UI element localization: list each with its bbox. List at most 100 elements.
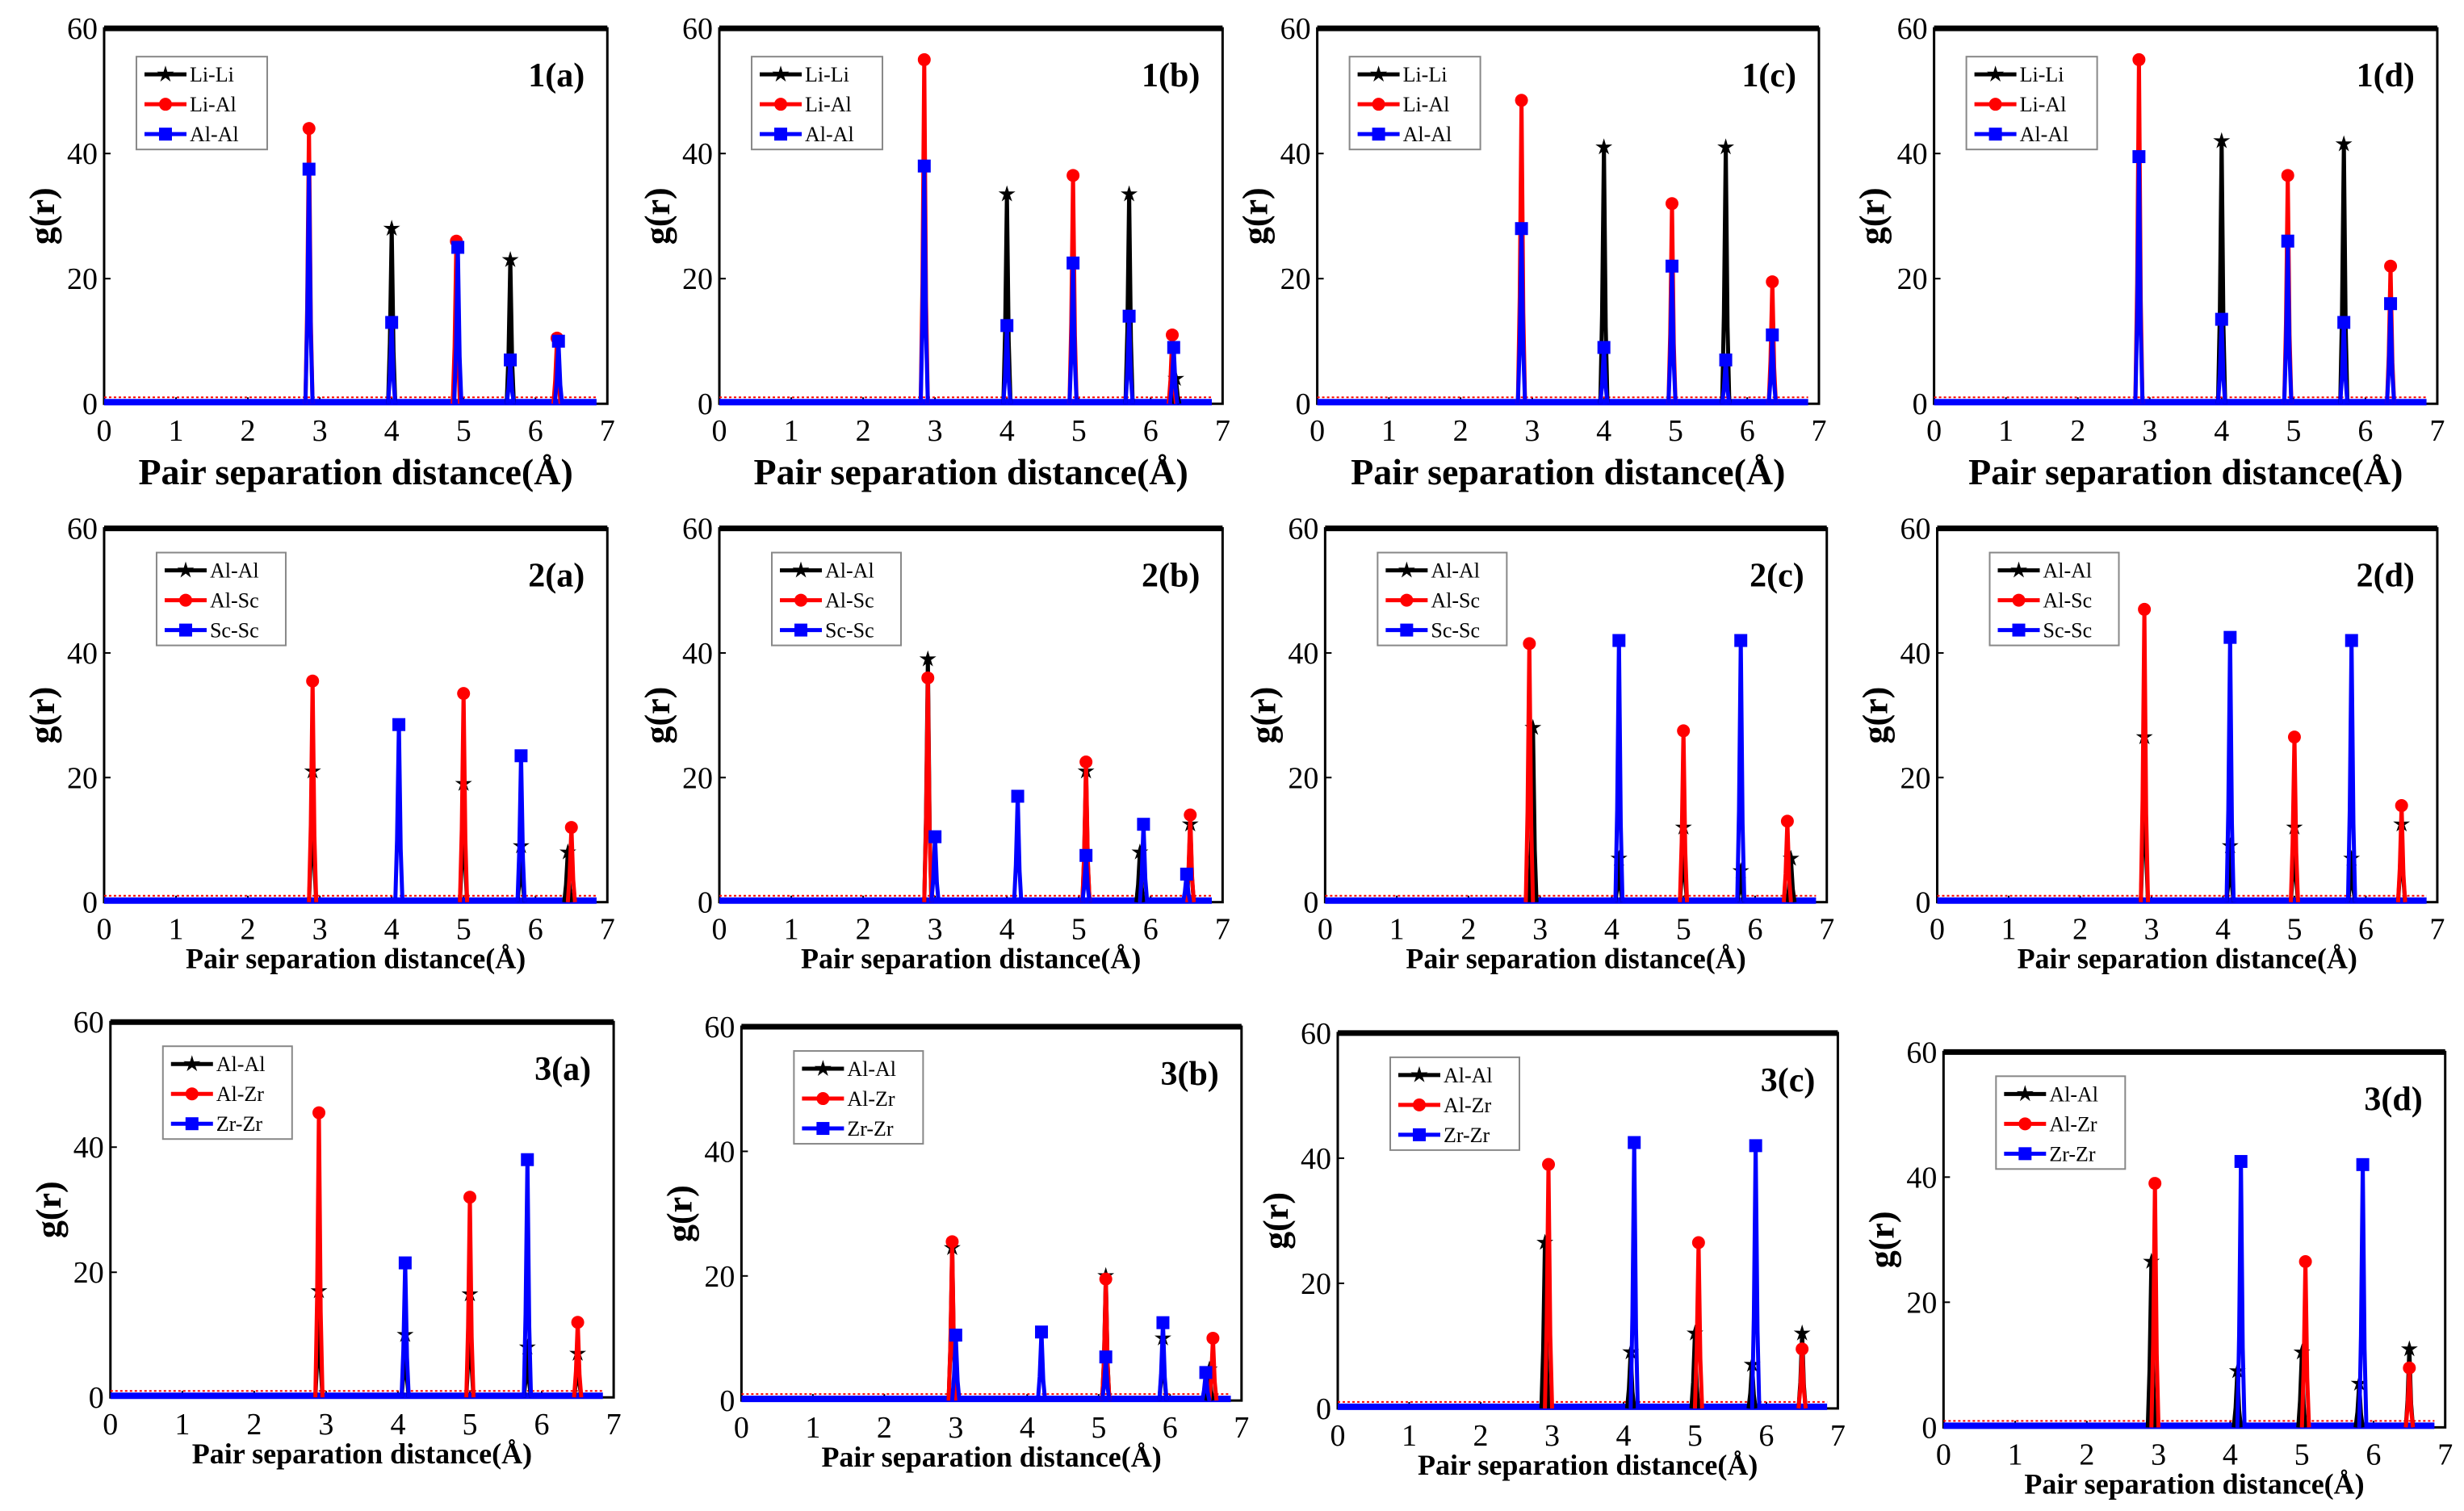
peak-line	[929, 836, 941, 902]
x-tick-label: 1	[169, 913, 184, 947]
x-tick-label: 7	[1215, 414, 1230, 448]
x-tick-label: 1	[169, 414, 184, 448]
y-axis-label: g(r)	[1862, 1211, 1901, 1268]
series-Sc-Sc	[1612, 634, 1748, 902]
x-tick-label: 5	[456, 913, 471, 947]
x-tick-label: 7	[1215, 913, 1230, 947]
x-tick-label: 3	[948, 1411, 963, 1445]
panel-1b: 0 1 2 3 4 5 6 7 0 20 40 60 Pair separation distance(…	[638, 12, 1230, 492]
panel-label: 1(c)	[1741, 57, 1796, 94]
star-marker	[1410, 1065, 1428, 1082]
series-Li-Al	[2132, 52, 2398, 404]
circle-marker	[917, 52, 931, 66]
x-tick-label: 4	[1020, 1411, 1035, 1445]
panel-label: 3(b)	[1160, 1056, 1218, 1093]
circle-marker	[1166, 328, 1180, 341]
legend-label: Al-Al	[2049, 1082, 2098, 1106]
x-tick-label: 4	[2215, 913, 2231, 947]
square-marker	[302, 162, 316, 176]
panel-3c: 0 1 2 3 4 5 6 7 0 20 40 60 Pair separation distance(…	[1256, 1017, 1846, 1481]
legend-label: Zr-Zr	[2049, 1142, 2096, 1166]
panel-1d: 0 1 2 3 4 5 6 7 0 20 40 60 Pair separation distance(…	[1853, 12, 2445, 492]
x-tick-label: 0	[712, 414, 727, 448]
x-tick-label: 4	[2223, 1438, 2238, 1471]
x-tick-label: 5	[2286, 913, 2302, 947]
y-axis-label: g(r)	[638, 187, 677, 245]
x-tick-label: 3	[312, 414, 328, 448]
series-Li-Li	[383, 220, 519, 404]
panel-label: 2(a)	[528, 558, 585, 595]
square-marker	[1035, 1325, 1049, 1339]
x-tick-label: 3	[928, 913, 943, 947]
y-tick-label: 20	[67, 761, 98, 795]
y-tick-label: 0	[1916, 886, 1931, 920]
circle-marker	[1523, 637, 1536, 651]
x-tick-label: 7	[1819, 913, 1834, 947]
x-tick-label: 7	[1234, 1411, 1249, 1445]
square-marker	[385, 316, 399, 329]
star-marker	[998, 185, 1016, 202]
y-tick-label: 20	[73, 1256, 104, 1290]
x-tick-label: 5	[1676, 913, 1691, 947]
star-marker	[559, 843, 576, 860]
star-marker	[814, 1060, 832, 1076]
x-tick-label: 6	[1758, 1419, 1774, 1453]
square-marker	[1372, 128, 1385, 141]
y-axis-label: g(r)	[1853, 187, 1892, 245]
legend: Al-Al Al-Sc Sc-Sc	[771, 551, 903, 647]
star-marker	[1987, 65, 2005, 82]
y-tick-label: 40	[67, 637, 98, 671]
star-marker	[383, 220, 400, 236]
series-Zr-Zr	[398, 1153, 534, 1398]
x-tick-label: 5	[2294, 1438, 2310, 1471]
series-Al-Zr	[2148, 1177, 2416, 1428]
y-tick-label: 60	[704, 1011, 735, 1044]
series-Al-Al	[919, 650, 1199, 902]
y-tick-label: 60	[1906, 1036, 1937, 1069]
y-tick-label: 20	[704, 1260, 735, 1294]
square-marker	[774, 128, 788, 141]
x-axis-label: Pair separation distance(Å)	[1968, 451, 2403, 492]
x-tick-label: 0	[1310, 414, 1325, 448]
legend-label: Al-Al	[847, 1057, 896, 1081]
legend-label: Al-Al	[805, 123, 854, 146]
legend-label: Al-Zr	[847, 1087, 895, 1111]
x-tick-label: 3	[1532, 913, 1548, 947]
square-marker	[928, 830, 942, 843]
y-tick-label: 0	[719, 1384, 735, 1418]
x-tick-label: 4	[999, 913, 1015, 947]
square-marker	[1066, 256, 1080, 270]
x-tick-label: 2	[1453, 414, 1469, 448]
circle-marker	[2132, 52, 2146, 66]
square-marker	[1011, 789, 1025, 803]
square-marker	[521, 1153, 534, 1166]
y-tick-label: 20	[682, 262, 713, 296]
y-tick-label: 20	[1900, 761, 1931, 795]
y-axis-label: g(r)	[1256, 1192, 1296, 1249]
x-tick-label: 0	[1318, 913, 1333, 947]
square-marker	[398, 1256, 412, 1270]
legend-label: Li-Al	[805, 93, 852, 116]
square-marker	[1766, 328, 1779, 341]
circle-marker	[2384, 259, 2398, 273]
star-marker	[1717, 138, 1734, 155]
x-tick-label: 2	[246, 1408, 262, 1442]
x-axis-label: Pair separation distance(Å)	[1418, 1449, 1758, 1481]
y-tick-label: 20	[1906, 1286, 1937, 1320]
x-axis-label: Pair separation distance(Å)	[754, 451, 1188, 492]
x-tick-label: 7	[1811, 414, 1826, 448]
peak-line	[1628, 1142, 1641, 1408]
star-marker	[2343, 849, 2361, 866]
square-marker	[158, 128, 172, 141]
series-Li-Al	[302, 122, 564, 404]
x-tick-label: 4	[384, 913, 400, 947]
y-axis-label: g(r)	[1236, 187, 1276, 245]
circle-marker	[1766, 275, 1779, 289]
panel-2c: 0 1 2 3 4 5 6 7 0 20 40 60 Pair separation distance(…	[1243, 513, 1834, 975]
x-tick-label: 1	[784, 414, 799, 448]
panel-label: 3(c)	[1761, 1062, 1816, 1099]
x-axis-label: Pair separation distance(Å)	[821, 1441, 1161, 1473]
x-tick-label: 4	[390, 1408, 405, 1442]
square-marker	[1628, 1136, 1641, 1149]
square-marker	[185, 1117, 199, 1131]
